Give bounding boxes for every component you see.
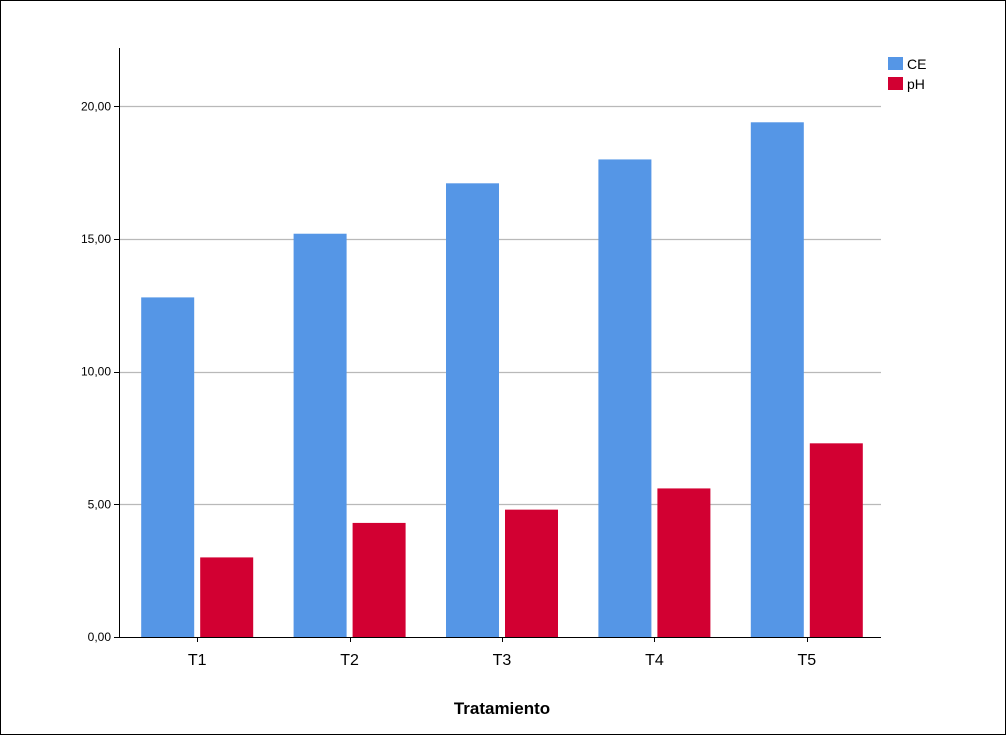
- legend-swatch-ce: [888, 57, 903, 70]
- bar-ce-t1: [141, 297, 195, 637]
- x-tick-labels: T1 T2 T3 T4 T5: [188, 637, 816, 669]
- x-axis-title: Tratamiento: [454, 699, 550, 718]
- bar-ce-t2: [293, 233, 347, 638]
- y-tick-labels: 0,00 5,00 10,00 15,00 20,00: [81, 99, 119, 644]
- y-tick-label: 10,00: [81, 365, 111, 379]
- x-tick-label: T3: [493, 652, 512, 669]
- y-tick-label: 0,00: [88, 630, 112, 644]
- bar-ce-t3: [446, 183, 499, 638]
- bar-ce-t5: [750, 122, 804, 638]
- y-tick-label: 20,00: [81, 99, 111, 113]
- x-tick-label: T5: [797, 652, 816, 669]
- bar-ph-t1: [200, 557, 254, 637]
- bar-ph-t2: [352, 522, 406, 637]
- bar-ce-t4: [598, 159, 652, 637]
- x-tick-label: T2: [340, 652, 359, 669]
- bars: [141, 122, 863, 638]
- x-tick-label: T1: [188, 652, 207, 669]
- bar-ph-t3: [505, 509, 558, 637]
- legend-label-ce: CE: [907, 56, 926, 72]
- legend-label-ph: pH: [907, 76, 925, 92]
- legend-swatch-ph: [888, 77, 903, 90]
- y-tick-label: 5,00: [88, 497, 112, 511]
- legend: CE pH: [888, 56, 926, 92]
- x-tick-label: T4: [645, 652, 664, 669]
- axes: [119, 48, 881, 638]
- y-tick-label: 15,00: [81, 232, 111, 246]
- bar-ph-t5: [809, 443, 863, 637]
- bar-ph-t4: [657, 488, 711, 637]
